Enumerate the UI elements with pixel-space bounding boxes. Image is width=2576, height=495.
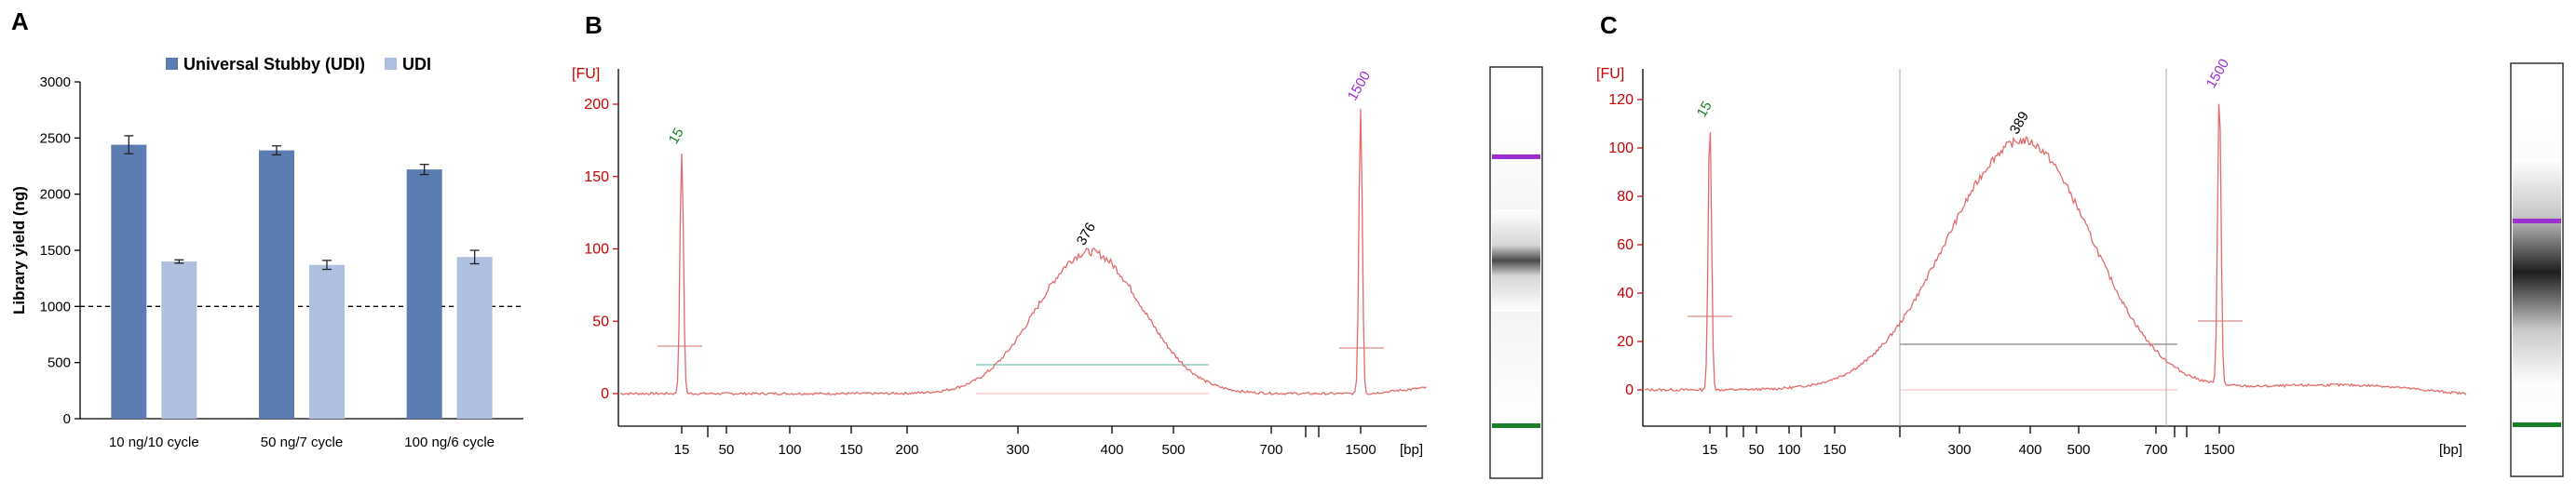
panel-c-x-tick-label: 500 xyxy=(2067,442,2090,458)
panel-c-x-tick-label: 700 xyxy=(2144,442,2167,458)
panel-b-peak-label: 376 xyxy=(1074,220,1099,248)
panel-c-peak-label: 389 xyxy=(2007,109,2032,137)
panel-a-y-tick-label: 2000 xyxy=(40,187,71,203)
panel-b-x-tick-label: 50 xyxy=(719,442,735,458)
panel-b-gel-upper-marker xyxy=(1492,154,1540,159)
panel-c-y-tick-label: 80 xyxy=(1617,189,1634,205)
panel-b-y-unit: [FU] xyxy=(572,66,600,82)
panel-c-plot: 0 20 40 60 80 100 120 [FU] 15 50 100 150 300 400 500 70… xyxy=(1596,56,2467,458)
panel-b-x-unit: [bp] xyxy=(1400,442,1423,458)
panel-b-x-tick-label: 500 xyxy=(1161,442,1185,458)
panel-b-x-tick-label: 15 xyxy=(674,442,690,458)
panel-c-x-tick-label: 50 xyxy=(1749,442,1765,458)
panel-a-bar-chart: A Universal Stubby (UDI) UDI 0 500 1000 1500… xyxy=(10,7,523,450)
panel-b-y-tick-label: 150 xyxy=(584,169,609,185)
panel-a-bars xyxy=(111,135,493,419)
panel-b-peak-label: 1500 xyxy=(1345,69,1374,103)
panel-c-gel-lower-marker xyxy=(2513,422,2561,427)
panel-a-bar xyxy=(456,257,493,419)
panel-b-x-tick-label: 400 xyxy=(1100,442,1123,458)
panel-c-x-tick-label: 300 xyxy=(1947,442,1971,458)
panel-a-bar xyxy=(406,169,442,419)
panel-b-x-tick-label: 700 xyxy=(1259,442,1282,458)
panel-b-x-tick-label: 150 xyxy=(839,442,862,458)
panel-c-y-tick-label: 60 xyxy=(1617,237,1634,253)
panel-a-category-label: 10 ng/10 cycle xyxy=(109,435,199,450)
panel-c-gel-upper-marker xyxy=(2513,219,2561,223)
panel-b-x-tick-label: 100 xyxy=(778,442,801,458)
panel-c-gel-image xyxy=(2510,62,2564,477)
panel-c-y-tick-label: 120 xyxy=(1608,92,1634,108)
panel-c-x-tick-label: 1500 xyxy=(2203,442,2234,458)
panel-a-axes: 0 500 1000 1500 2000 2500 3000 Library yield (n… xyxy=(10,74,523,450)
panel-c-y-tick-label: 40 xyxy=(1617,286,1634,301)
panel-a-legend-swatch xyxy=(166,58,178,70)
panel-a-legend-swatch xyxy=(385,58,397,70)
panel-b-trace xyxy=(619,108,1427,396)
panel-b-gel-image xyxy=(1489,66,1543,479)
panel-b-y-tick-label: 50 xyxy=(592,314,609,329)
panel-a-y-axis-label: Library yield (ng) xyxy=(10,186,28,314)
panel-a-bar xyxy=(111,144,147,419)
panel-a-y-tick-label: 500 xyxy=(47,355,71,371)
panel-c-y-tick-label: 0 xyxy=(1625,382,1634,398)
panel-c-y-unit: [FU] xyxy=(1596,66,1624,82)
panel-c-y-tick-label: 100 xyxy=(1608,140,1634,156)
panel-b-x-tick-label: 300 xyxy=(1006,442,1029,458)
panel-a-category-label: 50 ng/7 cycle xyxy=(261,435,343,450)
panel-c-gel-band xyxy=(2513,158,2561,386)
panel-c-x-unit: [bp] xyxy=(2439,442,2462,458)
panel-b-plot: 0 50 100 150 200 [FU] 15 50 100 150 200 300 400 500 70… xyxy=(572,66,1427,458)
panel-c-x-tick-label: 150 xyxy=(1823,442,1846,458)
panel-c-x-tick-label: 400 xyxy=(2018,442,2041,458)
panel-a-y-tick-label: 1000 xyxy=(40,299,71,314)
panel-c-peak-label: 1500 xyxy=(2203,56,2232,90)
panel-a-category-label: 100 ng/6 cycle xyxy=(404,435,495,450)
panel-c-x-tick-label: 15 xyxy=(1702,442,1718,458)
panel-a-bar xyxy=(309,264,345,419)
panel-b-gel-lower-marker xyxy=(1492,423,1540,428)
panel-a-legend-label: UDI xyxy=(402,55,431,74)
panel-b-y-tick-label: 0 xyxy=(601,386,609,402)
panel-b-x-tick-label: 200 xyxy=(895,442,918,458)
panel-a-bar xyxy=(259,150,294,419)
panel-a-legend-label: Universal Stubby (UDI) xyxy=(183,55,365,74)
panel-b-y-tick-label: 200 xyxy=(584,97,609,113)
panel-b-y-tick-label: 100 xyxy=(584,242,609,258)
panel-b-electropherogram: B 0 50 100 150 200 [FU] 15 50 100 150 200 300 400 500… xyxy=(572,11,1543,479)
panel-b-letter: B xyxy=(585,11,603,39)
panel-a-y-tick-label: 3000 xyxy=(40,74,71,90)
panel-a-y-tick-label: 0 xyxy=(63,411,71,427)
panel-a-legend: Universal Stubby (UDI) UDI xyxy=(166,55,431,74)
panel-c-electropherogram: C 0 20 40 60 80 100 120 [FU] 15 50 100 150 300 400 500… xyxy=(1596,11,2564,477)
panel-a-y-tick-label: 1500 xyxy=(40,243,71,259)
panel-c-letter: C xyxy=(1600,11,1618,39)
panel-c-y-tick-label: 20 xyxy=(1617,334,1634,350)
panel-a-y-tick-label: 2500 xyxy=(40,130,71,146)
panel-b-gel-band xyxy=(1492,209,1540,312)
panel-a-letter: A xyxy=(11,7,29,35)
panel-b-x-tick-label: 1500 xyxy=(1345,442,1376,458)
panel-c-trace xyxy=(1644,103,2467,395)
panel-b-peak-label: 15 xyxy=(666,126,687,147)
panel-a-bar xyxy=(161,261,197,419)
panel-c-x-tick-label: 100 xyxy=(1777,442,1800,458)
panel-c-peak-label: 15 xyxy=(1694,99,1715,120)
